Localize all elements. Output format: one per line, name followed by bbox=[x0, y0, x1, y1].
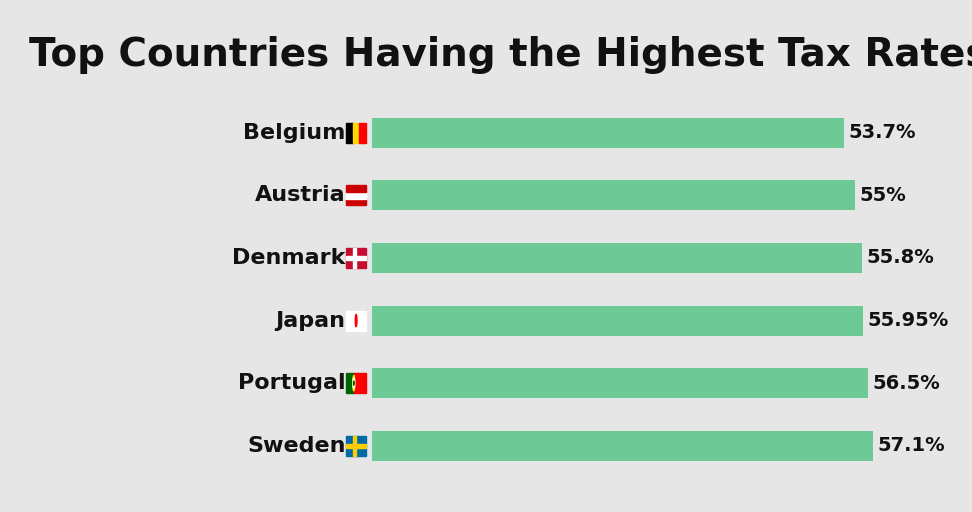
Bar bbox=[346, 123, 353, 143]
Circle shape bbox=[353, 378, 355, 389]
Bar bbox=[346, 443, 365, 448]
Text: Denmark: Denmark bbox=[232, 248, 346, 268]
Text: Austria: Austria bbox=[255, 185, 346, 205]
Bar bbox=[372, 306, 863, 335]
Bar bbox=[372, 118, 844, 148]
Bar bbox=[346, 311, 365, 331]
Bar bbox=[346, 199, 365, 205]
Text: 55%: 55% bbox=[859, 186, 906, 205]
Text: 55.95%: 55.95% bbox=[868, 311, 949, 330]
Bar bbox=[372, 368, 868, 398]
Bar bbox=[353, 436, 357, 456]
Text: Belgium: Belgium bbox=[243, 123, 346, 143]
Circle shape bbox=[356, 314, 357, 327]
Bar bbox=[346, 185, 365, 192]
Circle shape bbox=[353, 375, 355, 391]
Text: Portugal: Portugal bbox=[238, 373, 346, 393]
Bar bbox=[353, 123, 360, 143]
Text: 56.5%: 56.5% bbox=[873, 374, 940, 393]
Text: 55.8%: 55.8% bbox=[866, 248, 934, 267]
Bar bbox=[353, 248, 356, 268]
Bar bbox=[354, 373, 365, 393]
Bar bbox=[346, 192, 365, 199]
Bar bbox=[346, 256, 365, 260]
Text: Top Countries Having the Highest Tax Rates: Top Countries Having the Highest Tax Rat… bbox=[29, 36, 972, 74]
Bar bbox=[346, 248, 365, 268]
Text: Sweden: Sweden bbox=[247, 436, 346, 456]
Text: 53.7%: 53.7% bbox=[848, 123, 916, 142]
Bar bbox=[372, 431, 874, 461]
Bar bbox=[372, 243, 862, 273]
Bar bbox=[346, 373, 354, 393]
Text: Japan: Japan bbox=[276, 311, 346, 331]
Bar bbox=[360, 123, 365, 143]
Bar bbox=[372, 180, 855, 210]
Text: 57.1%: 57.1% bbox=[878, 436, 946, 455]
Bar bbox=[346, 436, 365, 456]
